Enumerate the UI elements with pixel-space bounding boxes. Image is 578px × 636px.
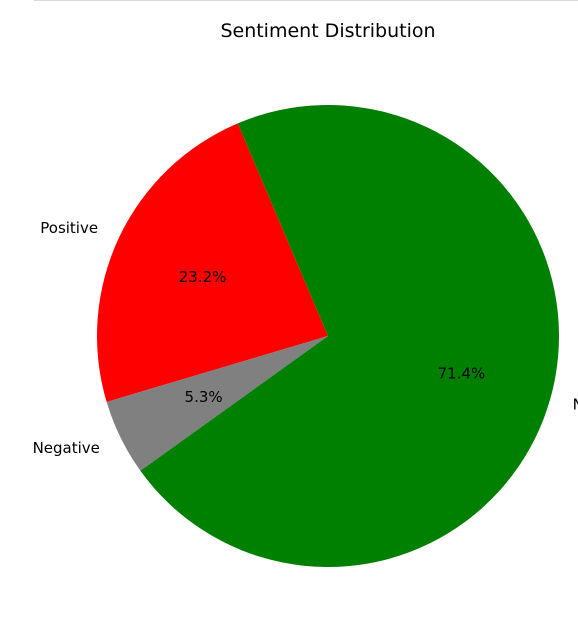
pie-slice-positive: [96, 123, 329, 403]
slice-label-negative: Negative: [33, 439, 100, 457]
top-divider: [34, 0, 578, 1]
pie-slice-negative: [106, 336, 328, 471]
slice-percent-positive: 23.2%: [179, 268, 227, 286]
slice-label-neutral: Neutral: [573, 396, 578, 414]
slice-percent-neutral: 71.4%: [438, 364, 486, 382]
chart-title: Sentiment Distribution: [220, 20, 435, 42]
pie-slice-neutral: [140, 104, 559, 568]
slice-percent-negative: 5.3%: [185, 388, 223, 406]
slice-label-positive: Positive: [40, 219, 98, 237]
pie-slices: [96, 104, 559, 568]
pie-labels: Positive 23.2% Negative 5.3% Neutral 71.4%: [33, 219, 578, 457]
